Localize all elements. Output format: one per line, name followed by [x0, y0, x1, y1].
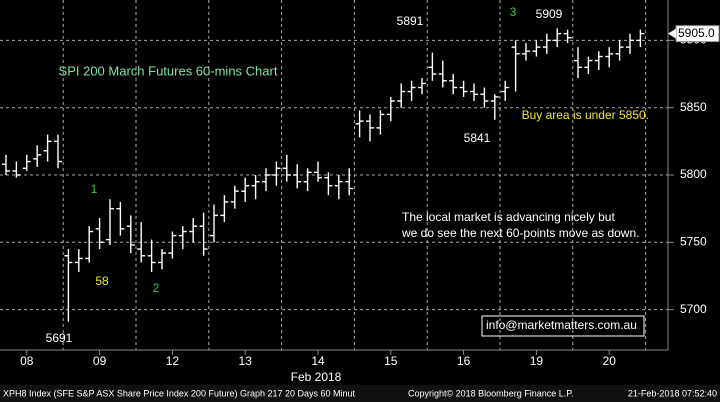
- annotation: Buy area is under 5850.: [522, 108, 649, 122]
- annotation: 5891: [397, 14, 424, 28]
- x-tick-label: 13: [239, 354, 253, 368]
- x-tick-label: 12: [166, 354, 180, 368]
- annotation: 5909: [536, 7, 563, 21]
- annotation: 58: [95, 274, 109, 288]
- x-tick-label: 20: [603, 354, 617, 368]
- x-tick-label: 16: [457, 354, 471, 368]
- footer-center: Copyright© 2018 Bloomberg Finance L.P.: [408, 388, 574, 398]
- footer-left: XPH8 Index (SFE S&P ASX Share Price Inde…: [3, 388, 356, 398]
- annotation: 5841: [464, 131, 491, 145]
- x-tick-label: 09: [93, 354, 107, 368]
- info-box: [481, 315, 645, 337]
- x-tick-label: 08: [20, 354, 34, 368]
- y-tick-label: 5850: [680, 100, 707, 114]
- last-price-pointer: [668, 28, 676, 39]
- x-axis-label: Feb 2018: [291, 370, 342, 384]
- footer-bar: [0, 385, 720, 402]
- y-tick-label: 5800: [680, 167, 707, 181]
- annotation: 5691: [46, 331, 73, 345]
- chart-title: SPI 200 March Futures 60-mins Chart: [59, 63, 278, 78]
- annotation: The local market is advancing nicely but: [402, 210, 615, 224]
- x-tick-label: 15: [384, 354, 398, 368]
- annotation: 1: [91, 182, 98, 196]
- x-tick-label: 19: [530, 354, 544, 368]
- last-price-label: 5905.0: [678, 26, 715, 40]
- annotation: 3: [510, 5, 517, 19]
- y-tick-label: 5700: [680, 302, 707, 316]
- annotation: 2: [153, 281, 160, 295]
- footer-right: 21-Feb-2018 07:52:40: [628, 388, 717, 398]
- x-tick-label: 14: [311, 354, 325, 368]
- annotation: we do see the next 60-points move as dow…: [401, 226, 639, 240]
- y-tick-label: 5750: [680, 234, 707, 248]
- annotation: info@marketmatters.com.au: [486, 318, 637, 332]
